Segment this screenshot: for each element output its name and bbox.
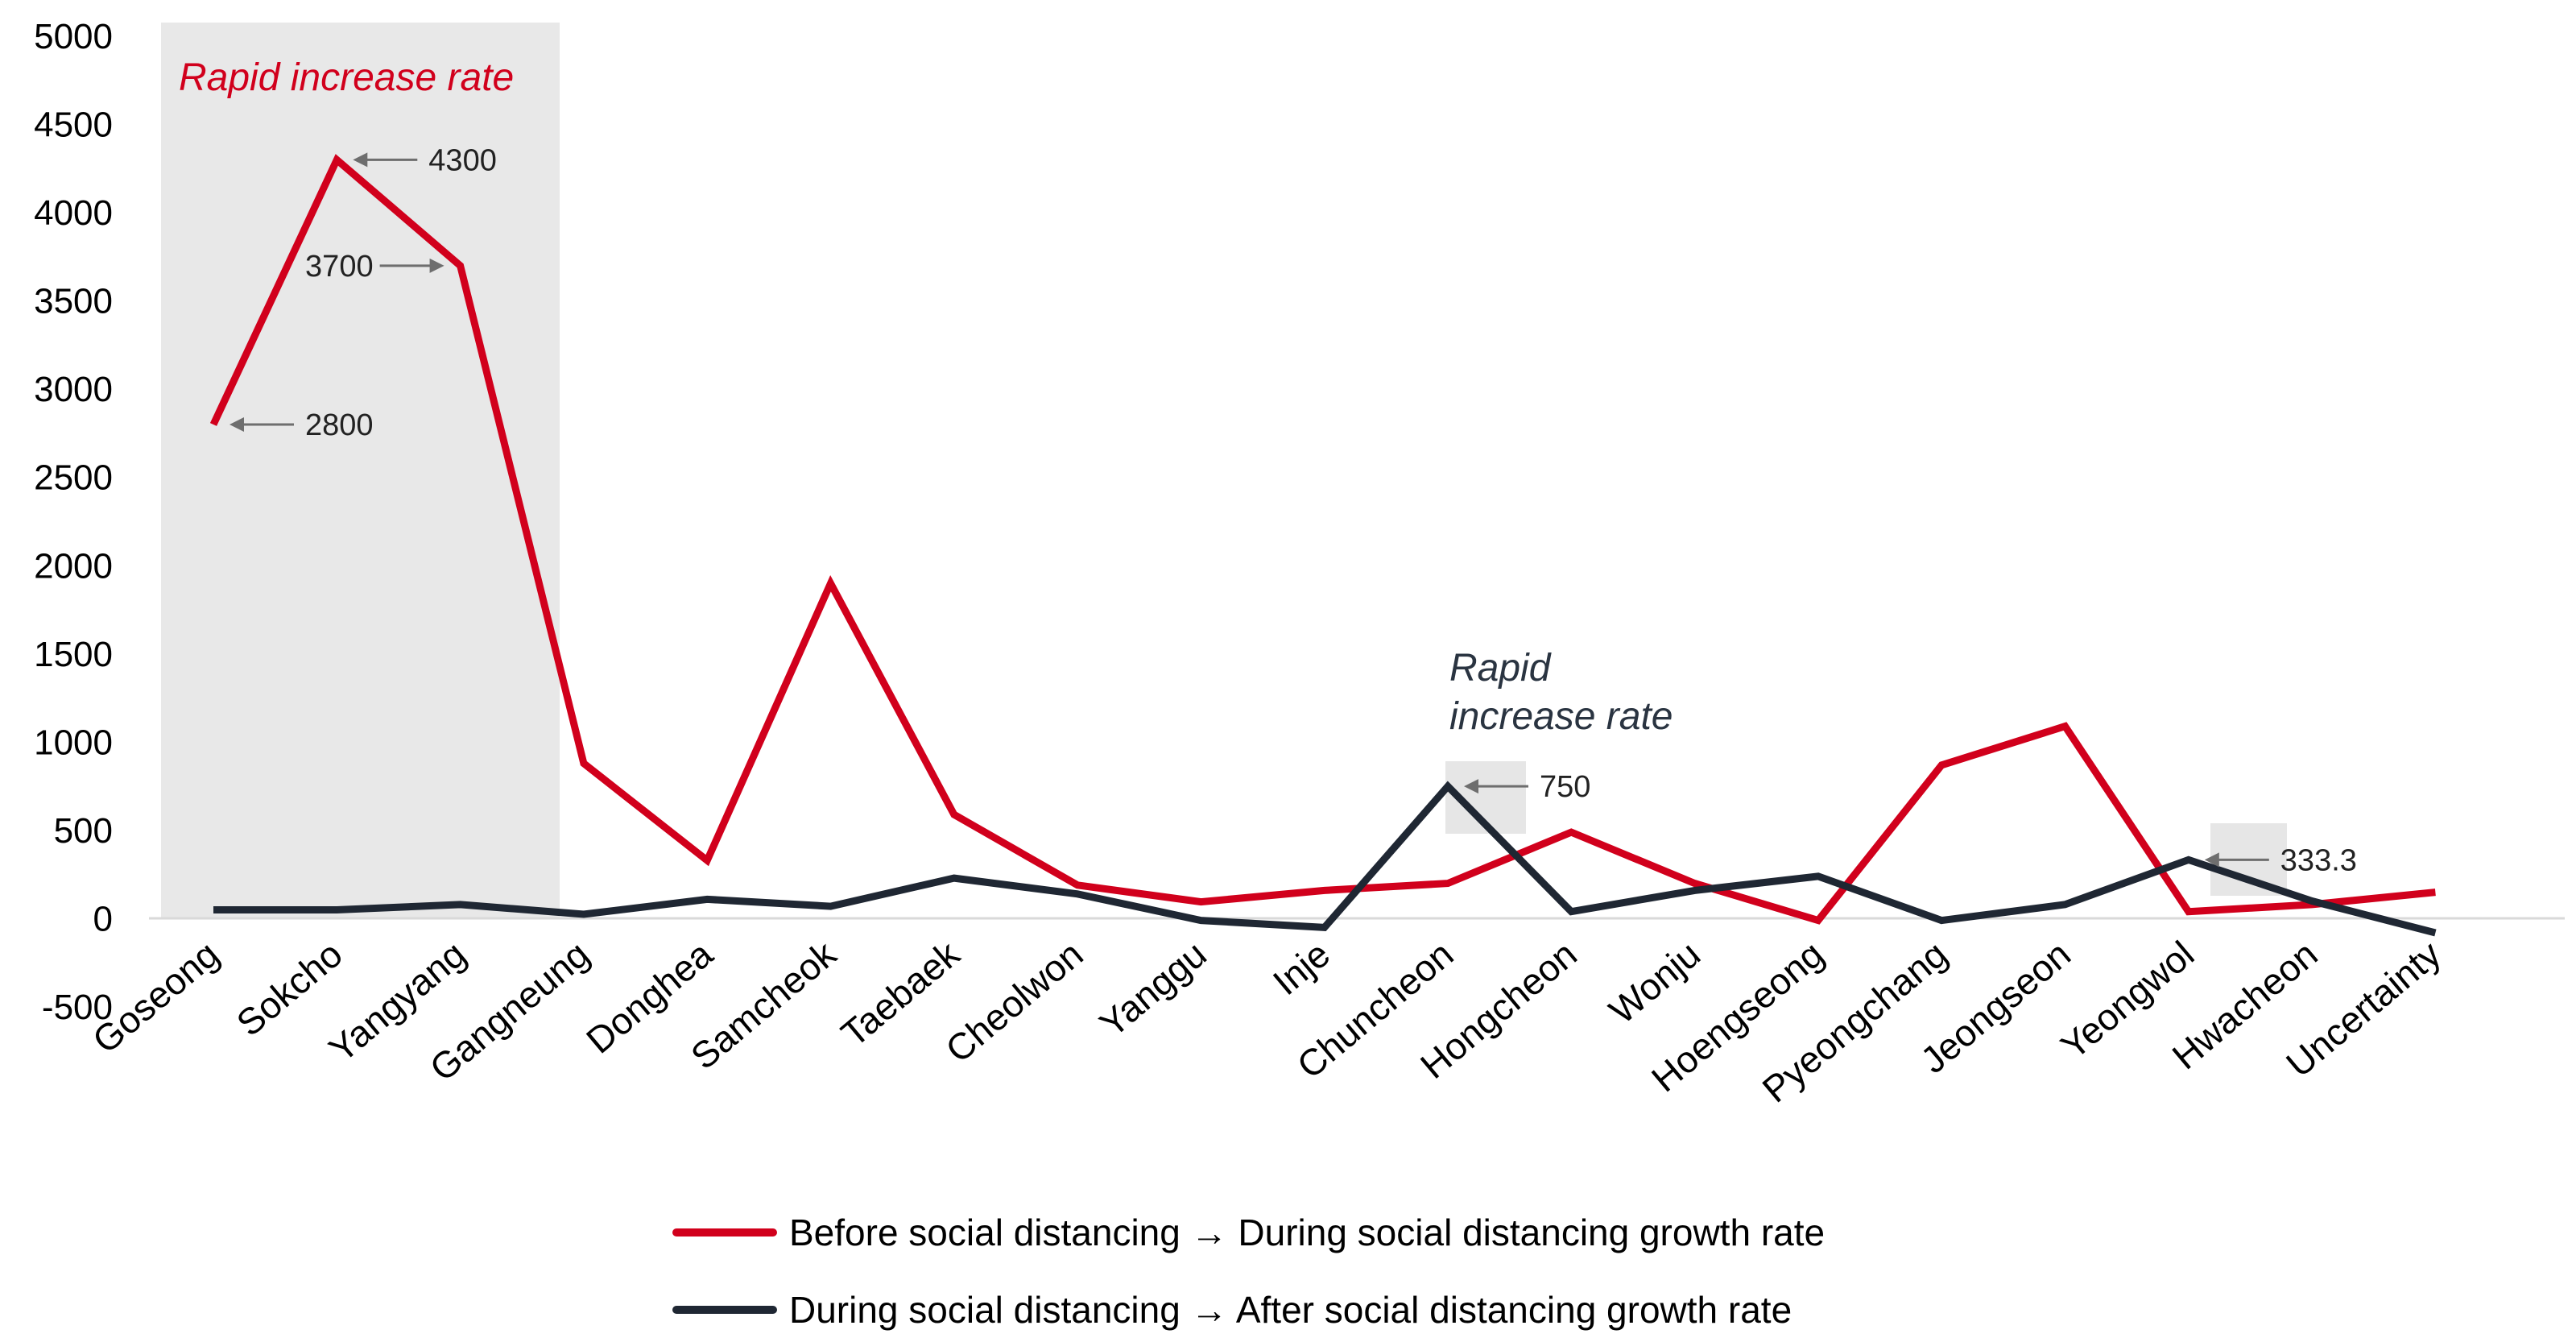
y-tick-label: 0 — [93, 899, 113, 938]
x-tick-label: Inje — [1265, 933, 1338, 1004]
highlight-label-red: Rapid increase rate — [179, 56, 514, 99]
x-axis-ticks: Goseong SokchoYangyangGangneungDongheaSam… — [85, 932, 2449, 1110]
y-axis-ticks: -500 0 500 1000 1500 2000 2500 3000 3500 4000 4500… — [34, 17, 113, 1027]
highlight-label-dark-line2: increase rate — [1449, 695, 1673, 738]
highlight-region-goseong-yangyang — [161, 23, 560, 918]
highlight-label-dark-line1: Rapid — [1449, 647, 1552, 690]
y-tick-label: 5000 — [34, 17, 113, 56]
y-tick-label: 500 — [54, 811, 113, 851]
x-tick-label: Cheolwon — [937, 933, 1090, 1071]
legend-label: Before social distancing → During social… — [789, 1212, 1825, 1253]
legend-label: During social distancing → After social … — [789, 1289, 1792, 1331]
y-tick-label: 3500 — [34, 282, 113, 321]
y-tick-label: 3000 — [34, 370, 113, 409]
y-tick-label: -500 — [42, 988, 113, 1027]
value-annotations: 2800 4300 3700 750 333.3 — [229, 143, 2357, 877]
x-tick-label: Sokcho — [229, 933, 350, 1044]
y-tick-label: 1500 — [34, 635, 113, 674]
y-tick-label: 2000 — [34, 546, 113, 586]
legend: Before social distancing → During social… — [672, 1212, 1825, 1331]
x-tick-label: Wonju — [1601, 933, 1708, 1032]
series-lines — [209, 154, 2437, 937]
legend-item-1: Before social distancing → During social… — [672, 1212, 1825, 1253]
x-tick-label: Yanggu — [1092, 933, 1214, 1046]
value-annotation: 750 — [1464, 770, 1590, 804]
value-annotation: 3700 — [305, 250, 444, 284]
value-annotation: 2800 — [229, 408, 374, 442]
annotation-label: 2800 — [305, 408, 374, 442]
y-tick-label: 4500 — [34, 106, 113, 145]
series-line-1 — [209, 154, 2436, 925]
series-line-2 — [213, 781, 2437, 937]
y-tick-label: 2500 — [34, 458, 113, 498]
y-tick-label: 4000 — [34, 193, 113, 233]
value-annotation: 333.3 — [2204, 843, 2357, 877]
y-tick-label: 1000 — [34, 723, 113, 762]
legend-item-2: During social distancing → After social … — [672, 1289, 1792, 1331]
annotation-label: 4300 — [428, 143, 497, 177]
annotation-label: 750 — [1540, 770, 1590, 804]
value-annotation: 4300 — [353, 143, 497, 177]
annotation-label: 333.3 — [2280, 843, 2357, 877]
annotation-label: 3700 — [305, 250, 374, 284]
